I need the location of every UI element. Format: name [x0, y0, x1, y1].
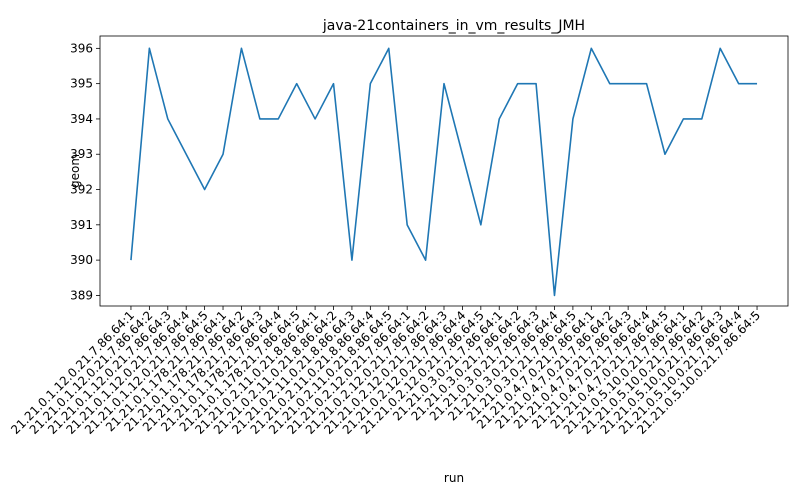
data-point — [497, 116, 502, 121]
data-point — [368, 81, 373, 86]
data-point — [184, 152, 189, 157]
data-point — [478, 222, 483, 227]
data-point — [662, 152, 667, 157]
data-point — [239, 46, 244, 51]
y-tick-label: 394 — [70, 112, 93, 126]
data-point — [386, 46, 391, 51]
data-point — [331, 81, 336, 86]
x-axis-label: run — [444, 471, 464, 485]
data-point — [221, 152, 226, 157]
data-point — [589, 46, 594, 51]
data-point — [626, 81, 631, 86]
data-point — [313, 116, 318, 121]
data-point — [405, 222, 410, 227]
data-point — [552, 293, 557, 298]
y-tick-label: 393 — [70, 147, 93, 161]
data-point — [128, 258, 133, 263]
data-point — [534, 81, 539, 86]
data-point — [570, 116, 575, 121]
y-axis-label: geom — [68, 154, 82, 188]
y-tick-label: 395 — [70, 77, 93, 91]
data-point — [276, 116, 281, 121]
data-point — [460, 152, 465, 157]
data-point — [165, 116, 170, 121]
y-tick-label: 391 — [70, 218, 93, 232]
data-point — [202, 187, 207, 192]
y-tick-label: 390 — [70, 253, 93, 267]
data-point — [699, 116, 704, 121]
data-point — [147, 46, 152, 51]
y-tick-label: 389 — [70, 288, 93, 302]
data-point — [607, 81, 612, 86]
chart-title: java-21containers_in_vm_results_JMH — [322, 18, 585, 34]
data-point — [349, 258, 354, 263]
y-tick-label: 392 — [70, 183, 93, 197]
data-point — [294, 81, 299, 86]
y-tick-label: 396 — [70, 41, 93, 55]
data-point — [423, 258, 428, 263]
data-point — [718, 46, 723, 51]
data-point — [515, 81, 520, 86]
data-point — [644, 81, 649, 86]
plot-frame — [99, 35, 789, 307]
plot-area: 38939039139239339439539621.21.0.1.12.0.2… — [8, 35, 789, 437]
data-point — [442, 81, 447, 86]
data-point — [755, 81, 760, 86]
data-point — [736, 81, 741, 86]
data-point — [257, 116, 262, 121]
data-point — [681, 116, 686, 121]
series-line — [130, 47, 758, 297]
